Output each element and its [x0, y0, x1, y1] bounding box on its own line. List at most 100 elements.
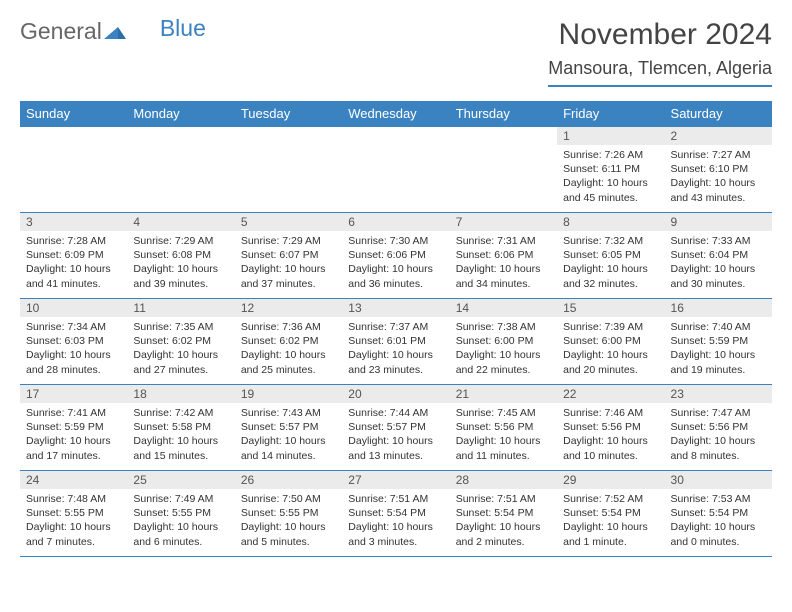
sunset-text: Sunset: 5:59 PM: [26, 420, 121, 434]
day-details: Sunrise: 7:30 AMSunset: 6:06 PMDaylight:…: [342, 231, 449, 295]
sunrise-text: Sunrise: 7:37 AM: [348, 320, 443, 334]
daylight-text: Daylight: 10 hours and 6 minutes.: [133, 520, 228, 548]
weekday-header: Saturday: [665, 101, 772, 127]
calendar-day-cell: 8Sunrise: 7:32 AMSunset: 6:05 PMDaylight…: [557, 213, 664, 299]
day-details: Sunrise: 7:39 AMSunset: 6:00 PMDaylight:…: [557, 317, 664, 381]
sunrise-text: Sunrise: 7:29 AM: [133, 234, 228, 248]
sunrise-text: Sunrise: 7:43 AM: [241, 406, 336, 420]
sunset-text: Sunset: 6:09 PM: [26, 248, 121, 262]
month-title: November 2024: [548, 18, 772, 52]
sunset-text: Sunset: 6:00 PM: [456, 334, 551, 348]
calendar-day-cell: 13Sunrise: 7:37 AMSunset: 6:01 PMDayligh…: [342, 299, 449, 385]
weekday-header: Thursday: [450, 101, 557, 127]
calendar-day-cell: 18Sunrise: 7:42 AMSunset: 5:58 PMDayligh…: [127, 385, 234, 471]
sunrise-text: Sunrise: 7:53 AM: [671, 492, 766, 506]
calendar-day-cell: ..: [342, 127, 449, 213]
calendar-day-cell: ..: [127, 127, 234, 213]
calendar-day-cell: 25Sunrise: 7:49 AMSunset: 5:55 PMDayligh…: [127, 471, 234, 557]
daylight-text: Daylight: 10 hours and 14 minutes.: [241, 434, 336, 462]
day-details: Sunrise: 7:51 AMSunset: 5:54 PMDaylight:…: [342, 489, 449, 553]
calendar-week-row: 3Sunrise: 7:28 AMSunset: 6:09 PMDaylight…: [20, 213, 772, 299]
weekday-header: Tuesday: [235, 101, 342, 127]
calendar-week-row: ..........1Sunrise: 7:26 AMSunset: 6:11 …: [20, 127, 772, 213]
day-number: 8: [557, 213, 664, 231]
daylight-text: Daylight: 10 hours and 36 minutes.: [348, 262, 443, 290]
day-number: 7: [450, 213, 557, 231]
location-label: Mansoura, Tlemcen, Algeria: [548, 58, 772, 87]
sunset-text: Sunset: 6:03 PM: [26, 334, 121, 348]
day-details: Sunrise: 7:29 AMSunset: 6:07 PMDaylight:…: [235, 231, 342, 295]
sunset-text: Sunset: 6:00 PM: [563, 334, 658, 348]
sunset-text: Sunset: 6:02 PM: [133, 334, 228, 348]
calendar-day-cell: 14Sunrise: 7:38 AMSunset: 6:00 PMDayligh…: [450, 299, 557, 385]
daylight-text: Daylight: 10 hours and 28 minutes.: [26, 348, 121, 376]
sunrise-text: Sunrise: 7:41 AM: [26, 406, 121, 420]
day-details: Sunrise: 7:32 AMSunset: 6:05 PMDaylight:…: [557, 231, 664, 295]
calendar-week-row: 10Sunrise: 7:34 AMSunset: 6:03 PMDayligh…: [20, 299, 772, 385]
day-number: 30: [665, 471, 772, 489]
day-details: Sunrise: 7:36 AMSunset: 6:02 PMDaylight:…: [235, 317, 342, 381]
logo-text-blue: Blue: [160, 15, 206, 42]
day-number: 1: [557, 127, 664, 145]
sunset-text: Sunset: 6:05 PM: [563, 248, 658, 262]
day-details: Sunrise: 7:37 AMSunset: 6:01 PMDaylight:…: [342, 317, 449, 381]
daylight-text: Daylight: 10 hours and 5 minutes.: [241, 520, 336, 548]
day-number: 25: [127, 471, 234, 489]
calendar-day-cell: 19Sunrise: 7:43 AMSunset: 5:57 PMDayligh…: [235, 385, 342, 471]
sunrise-text: Sunrise: 7:29 AM: [241, 234, 336, 248]
weekday-header: Monday: [127, 101, 234, 127]
day-number: 9: [665, 213, 772, 231]
day-details: Sunrise: 7:49 AMSunset: 5:55 PMDaylight:…: [127, 489, 234, 553]
calendar-day-cell: 29Sunrise: 7:52 AMSunset: 5:54 PMDayligh…: [557, 471, 664, 557]
sunrise-text: Sunrise: 7:26 AM: [563, 148, 658, 162]
sunset-text: Sunset: 5:54 PM: [348, 506, 443, 520]
day-number: 28: [450, 471, 557, 489]
daylight-text: Daylight: 10 hours and 23 minutes.: [348, 348, 443, 376]
daylight-text: Daylight: 10 hours and 39 minutes.: [133, 262, 228, 290]
sunrise-text: Sunrise: 7:50 AM: [241, 492, 336, 506]
day-number: 15: [557, 299, 664, 317]
sunrise-text: Sunrise: 7:51 AM: [456, 492, 551, 506]
calendar-day-cell: 28 Sunrise: 7:51 AMSunset: 5:54 PMDayligh…: [450, 471, 557, 557]
day-details: Sunrise: 7:26 AMSunset: 6:11 PMDaylight:…: [557, 145, 664, 209]
daylight-text: Daylight: 10 hours and 37 minutes.: [241, 262, 336, 290]
sunset-text: Sunset: 6:08 PM: [133, 248, 228, 262]
header: General Blue November 2024 Mansoura, Tle…: [20, 18, 772, 87]
sunset-text: Sunset: 5:56 PM: [671, 420, 766, 434]
calendar-day-cell: 21Sunrise: 7:45 AMSunset: 5:56 PMDayligh…: [450, 385, 557, 471]
weekday-header-row: SundayMondayTuesdayWednesdayThursdayFrid…: [20, 101, 772, 127]
day-number: 21: [450, 385, 557, 403]
daylight-text: Daylight: 10 hours and 15 minutes.: [133, 434, 228, 462]
calendar-day-cell: 22Sunrise: 7:46 AMSunset: 5:56 PMDayligh…: [557, 385, 664, 471]
day-details: Sunrise: 7:48 AMSunset: 5:55 PMDaylight:…: [20, 489, 127, 553]
calendar-day-cell: 10Sunrise: 7:34 AMSunset: 6:03 PMDayligh…: [20, 299, 127, 385]
calendar-day-cell: 23Sunrise: 7:47 AMSunset: 5:56 PMDayligh…: [665, 385, 772, 471]
day-details: Sunrise: 7:41 AMSunset: 5:59 PMDaylight:…: [20, 403, 127, 467]
sunset-text: Sunset: 5:54 PM: [456, 506, 551, 520]
day-details: Sunrise: 7:42 AMSunset: 5:58 PMDaylight:…: [127, 403, 234, 467]
daylight-text: Daylight: 10 hours and 32 minutes.: [563, 262, 658, 290]
daylight-text: Daylight: 10 hours and 8 minutes.: [671, 434, 766, 462]
calendar-day-cell: 7Sunrise: 7:31 AMSunset: 6:06 PMDaylight…: [450, 213, 557, 299]
sunrise-text: Sunrise: 7:48 AM: [26, 492, 121, 506]
day-number: 29: [557, 471, 664, 489]
daylight-text: Daylight: 10 hours and 2 minutes.: [456, 520, 551, 548]
calendar-day-cell: 16Sunrise: 7:40 AMSunset: 5:59 PMDayligh…: [665, 299, 772, 385]
calendar-day-cell: 4Sunrise: 7:29 AMSunset: 6:08 PMDaylight…: [127, 213, 234, 299]
calendar-day-cell: 2Sunrise: 7:27 AMSunset: 6:10 PMDaylight…: [665, 127, 772, 213]
calendar-day-cell: 9Sunrise: 7:33 AMSunset: 6:04 PMDaylight…: [665, 213, 772, 299]
calendar-day-cell: 15Sunrise: 7:39 AMSunset: 6:00 PMDayligh…: [557, 299, 664, 385]
sunrise-text: Sunrise: 7:40 AM: [671, 320, 766, 334]
calendar-body: ..........1Sunrise: 7:26 AMSunset: 6:11 …: [20, 127, 772, 557]
calendar-day-cell: ..: [450, 127, 557, 213]
sunset-text: Sunset: 5:56 PM: [456, 420, 551, 434]
sunrise-text: Sunrise: 7:45 AM: [456, 406, 551, 420]
day-details: Sunrise: 7:27 AMSunset: 6:10 PMDaylight:…: [665, 145, 772, 209]
calendar-day-cell: 11Sunrise: 7:35 AMSunset: 6:02 PMDayligh…: [127, 299, 234, 385]
day-details: Sunrise: 7:33 AMSunset: 6:04 PMDaylight:…: [665, 231, 772, 295]
sunset-text: Sunset: 6:06 PM: [456, 248, 551, 262]
weekday-header: Friday: [557, 101, 664, 127]
daylight-text: Daylight: 10 hours and 27 minutes.: [133, 348, 228, 376]
calendar-day-cell: 5Sunrise: 7:29 AMSunset: 6:07 PMDaylight…: [235, 213, 342, 299]
daylight-text: Daylight: 10 hours and 13 minutes.: [348, 434, 443, 462]
